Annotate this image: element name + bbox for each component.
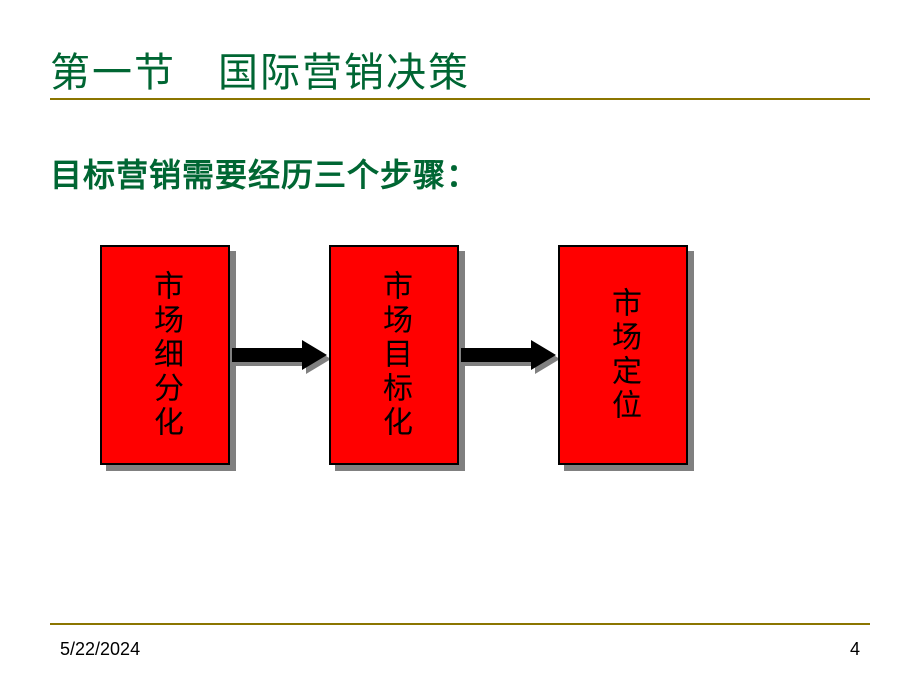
title-underline — [50, 98, 870, 100]
box: 市场定位 — [558, 245, 688, 465]
footer-date: 5/22/2024 — [60, 639, 140, 660]
box-label: 市场定位 — [601, 287, 645, 423]
box-label: 市场目标化 — [372, 270, 416, 440]
box: 市场目标化 — [329, 245, 459, 465]
box-label: 市场细分化 — [143, 270, 187, 440]
footer-divider — [50, 623, 870, 625]
flowchart-node: 市场细分化 — [100, 245, 230, 465]
box: 市场细分化 — [100, 245, 230, 465]
flowchart-arrow — [232, 340, 327, 370]
arrow-icon — [461, 340, 556, 370]
slide-subtitle: 目标营销需要经历三个步骤： — [50, 150, 479, 196]
flowchart-node: 市场定位 — [558, 245, 688, 465]
slide-title: 第一节 国际营销决策 — [50, 40, 470, 98]
arrow-icon — [232, 340, 327, 370]
footer-page-number: 4 — [850, 639, 860, 660]
flowchart-container: 市场细分化 市场目标化 市场定位 — [100, 245, 688, 465]
flowchart-node: 市场目标化 — [329, 245, 459, 465]
flowchart-arrow — [461, 340, 556, 370]
